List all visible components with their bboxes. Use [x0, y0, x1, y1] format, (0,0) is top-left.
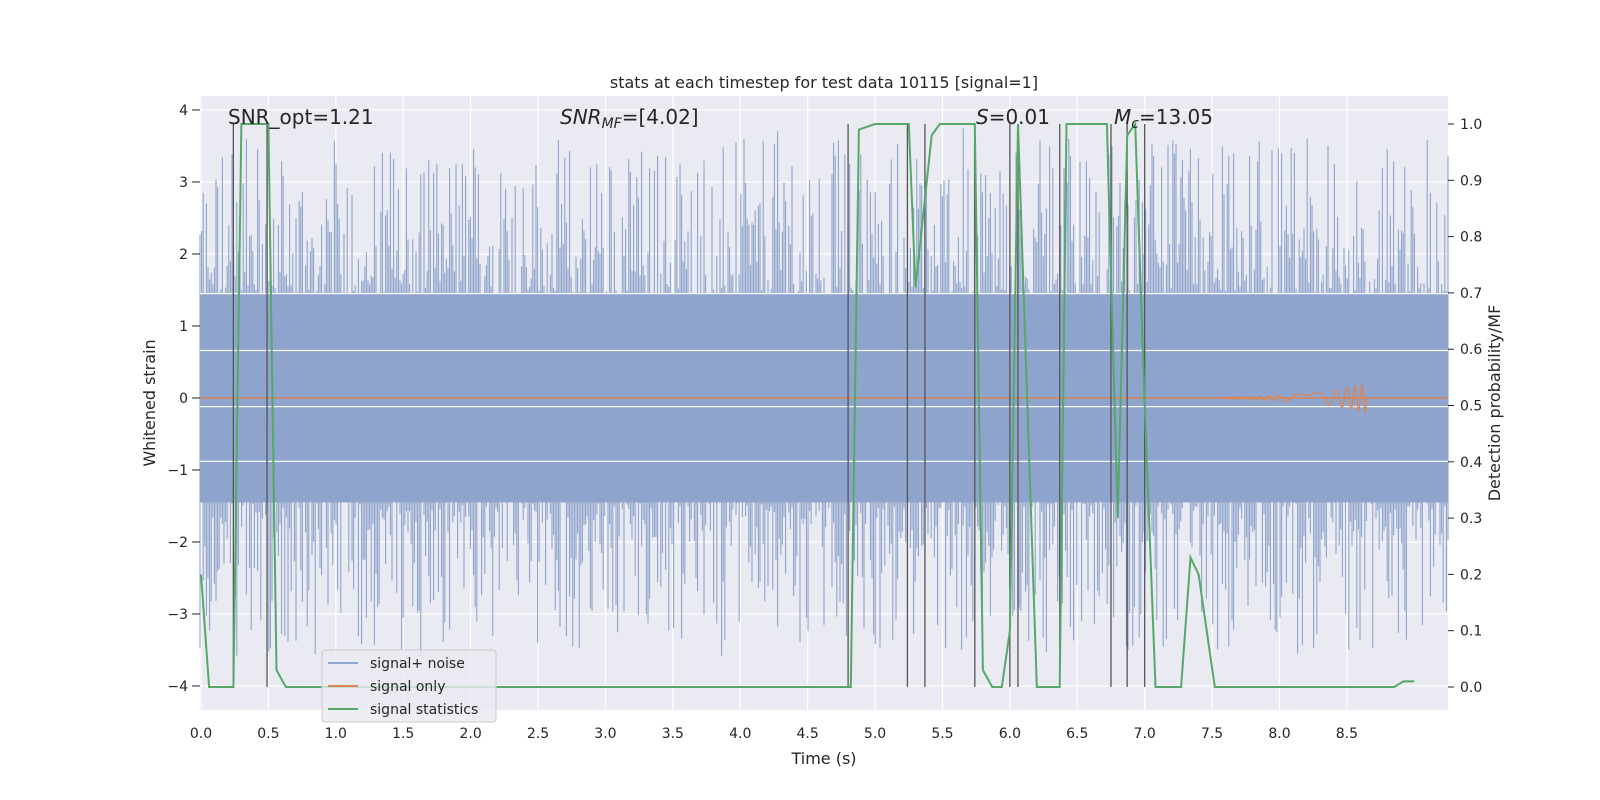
- annotation-mc-sub: c: [1131, 116, 1139, 132]
- legend-label-noise: signal+ noise: [370, 656, 465, 672]
- x-tick-labels: 0.0 0.5 1.0 1.5 2.0 2.5 3.0 3.5 4.0 4.5 5.0 5.5 6.0 6…: [190, 726, 1358, 742]
- x-axis-label: Time (s): [790, 749, 856, 768]
- x-tick-label: 2.5: [527, 726, 549, 742]
- signal-statistics-series: [200, 120, 1415, 688]
- y-right-tick-label: 0.2: [1460, 567, 1482, 583]
- chart-title: stats at each timestep for test data 101…: [610, 73, 1038, 92]
- signal-only-series: [200, 382, 1448, 415]
- y-tick-label: 0: [179, 391, 188, 407]
- y-right-tick-label: 0.7: [1460, 286, 1482, 302]
- y-right-tick-labels: 0.0 0.1 0.2 0.3 0.4 0.5 0.6 0.7 0.8 0.9 1.0: [1448, 117, 1482, 696]
- x-tick-label: 8.5: [1336, 726, 1358, 742]
- annotation-mc-value: =13.05: [1139, 105, 1213, 129]
- y-right-tick-label: 0.3: [1460, 511, 1482, 527]
- x-tick-label: 6.0: [999, 726, 1021, 742]
- signal-statistics-line: [200, 120, 1415, 688]
- annotation-snr-mf: SNRMF=[4.02]: [560, 105, 699, 132]
- x-tick-label: 1.0: [325, 726, 347, 742]
- annotation-s-label: S: [976, 105, 989, 129]
- y-right-tick-label: 0.4: [1460, 455, 1482, 471]
- y-right-tick-label: 1.0: [1460, 117, 1482, 133]
- x-tick-label: 0.5: [257, 726, 279, 742]
- x-tick-label: 1.5: [392, 726, 414, 742]
- signal-chirp: [1225, 382, 1368, 415]
- y-right-tick-label: 0.6: [1460, 342, 1482, 358]
- x-tick-label: 4.0: [729, 726, 751, 742]
- annotation-snr-opt: SNR_opt=1.21: [228, 105, 374, 129]
- annotation-s: S=0.01: [976, 105, 1050, 129]
- x-tick-label: 6.5: [1066, 726, 1088, 742]
- x-tick-label: 3.5: [662, 726, 684, 742]
- annotation-snr-mf-sub: MF: [602, 116, 623, 132]
- annotation-s-value: =0.01: [989, 105, 1050, 129]
- annotation-snr-mf-main: SNR: [560, 105, 602, 129]
- y-right-axis-label: Detection probability/MF: [1485, 305, 1504, 502]
- x-tick-label: 5.0: [864, 726, 886, 742]
- y-axis-label: Whitened strain: [140, 339, 159, 466]
- y-tick-labels: −4 −3 −2 −1 0 1 2 3 4: [167, 103, 200, 695]
- y-tick-label: −4: [167, 679, 188, 695]
- x-tick-label: 7.5: [1201, 726, 1223, 742]
- y-tick-label: 4: [179, 103, 188, 119]
- noise-spikes: [199, 128, 1449, 657]
- y-tick-label: −1: [167, 463, 188, 479]
- y-right-tick-label: 0.0: [1460, 680, 1482, 696]
- y-right-tick-label: 0.5: [1460, 399, 1482, 415]
- legend-label-signal: signal only: [370, 679, 445, 695]
- x-tick-label: 3.0: [594, 726, 616, 742]
- y-tick-label: 2: [179, 247, 188, 263]
- y-right-tick-label: 0.8: [1460, 230, 1482, 246]
- horizontal-lines: [200, 293, 1448, 462]
- annotation-snr-mf-value: =[4.02]: [622, 105, 699, 129]
- x-tick-label: 5.5: [931, 726, 953, 742]
- y-tick-label: −3: [167, 607, 188, 623]
- y-right-tick-label: 0.1: [1460, 624, 1482, 640]
- y-tick-label: 1: [179, 319, 188, 335]
- legend-label-stats: signal statistics: [370, 702, 478, 718]
- x-tick-label: 0.0: [190, 726, 212, 742]
- y-tick-label: −2: [167, 535, 188, 551]
- x-tick-label: 7.0: [1134, 726, 1156, 742]
- y-right-tick-label: 0.9: [1460, 173, 1482, 189]
- annotation-mc: Mc=13.05: [1114, 105, 1213, 132]
- x-tick-label: 8.0: [1268, 726, 1290, 742]
- x-tick-label: 4.5: [797, 726, 819, 742]
- legend: signal+ noise signal only signal statist…: [321, 649, 497, 723]
- y-tick-label: 3: [179, 175, 188, 191]
- annotation-mc-main: M: [1114, 105, 1131, 129]
- legend-box: [321, 649, 497, 723]
- x-tick-label: 2.0: [459, 726, 481, 742]
